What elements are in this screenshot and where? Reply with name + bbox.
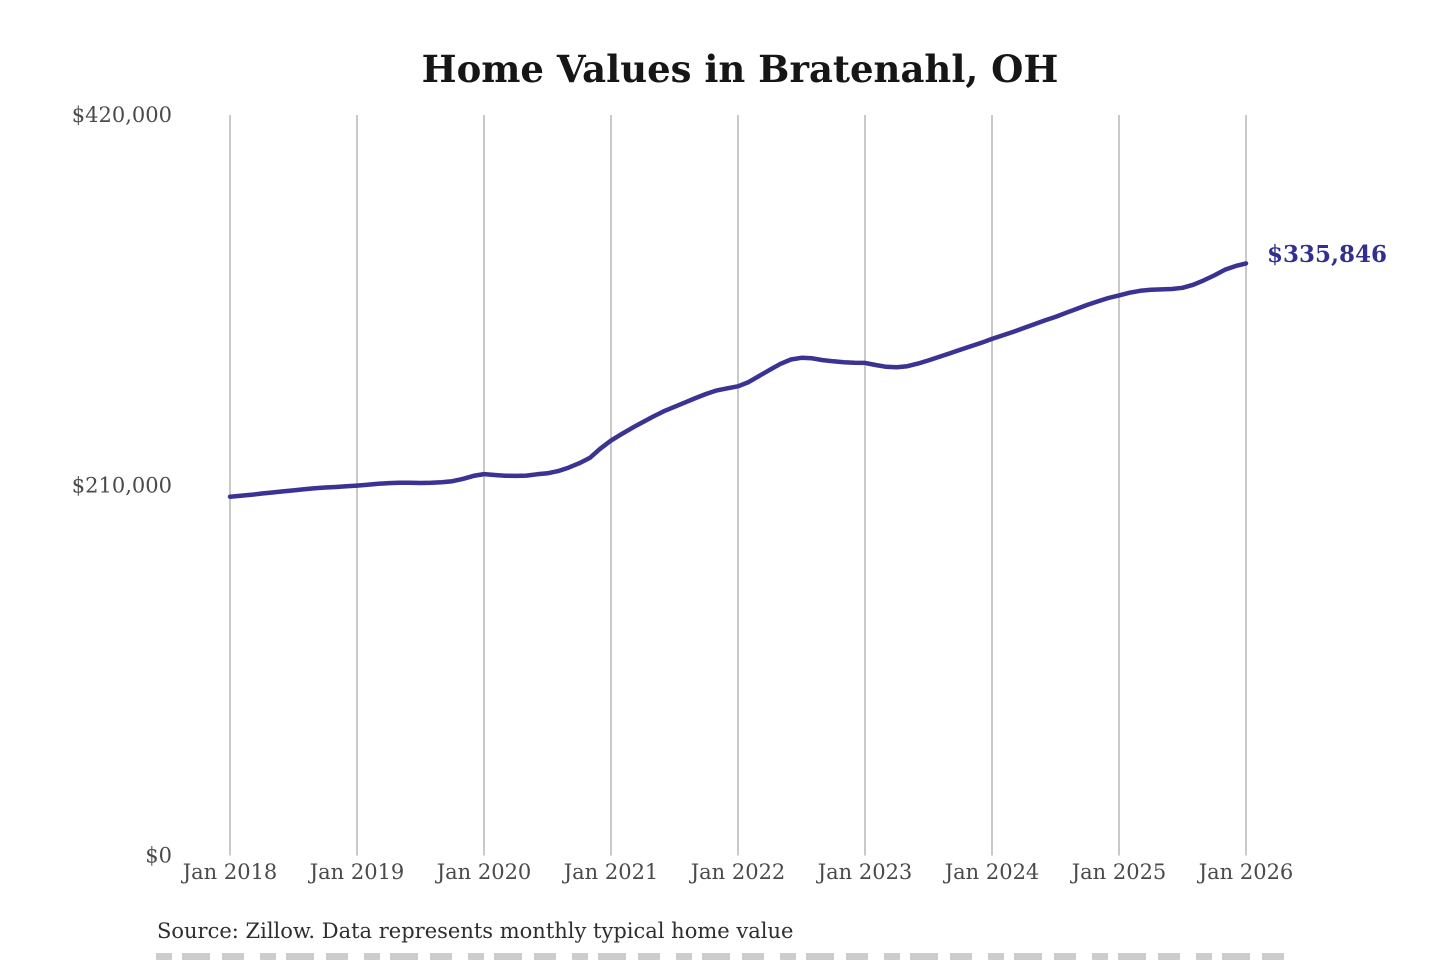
x-axis-label: Jan 2025 bbox=[1070, 860, 1167, 884]
x-axis-label: Jan 2024 bbox=[943, 860, 1040, 884]
x-axis-label: Jan 2023 bbox=[816, 860, 913, 884]
y-axis-label: $0 bbox=[145, 844, 172, 868]
final-value-annotation: $335,846 bbox=[1267, 241, 1387, 268]
x-axis-label: Jan 2019 bbox=[308, 860, 405, 884]
y-axis-label: $420,000 bbox=[72, 103, 172, 127]
y-axis-label: $210,000 bbox=[72, 473, 172, 497]
home-value-line bbox=[227, 261, 1249, 499]
x-axis-label: Jan 2021 bbox=[562, 860, 659, 884]
x-axis-label: Jan 2026 bbox=[1197, 860, 1294, 884]
x-axis-labels: Jan 2018 Jan 2019 Jan 2020 Jan 2021 Jan 2022… bbox=[181, 860, 1294, 884]
gridline-group bbox=[229, 115, 1247, 856]
chart-title: Home Values in Bratenahl, OH bbox=[422, 47, 1059, 91]
source-note: Source: Zillow. Data represents monthly … bbox=[157, 919, 793, 943]
y-axis-labels: $420,000 $210,000 $0 bbox=[72, 103, 172, 868]
cropped-text-remnant bbox=[156, 953, 1286, 960]
x-axis-label: Jan 2020 bbox=[435, 860, 532, 884]
x-axis-label: Jan 2018 bbox=[181, 860, 278, 884]
x-axis-label: Jan 2022 bbox=[689, 860, 786, 884]
